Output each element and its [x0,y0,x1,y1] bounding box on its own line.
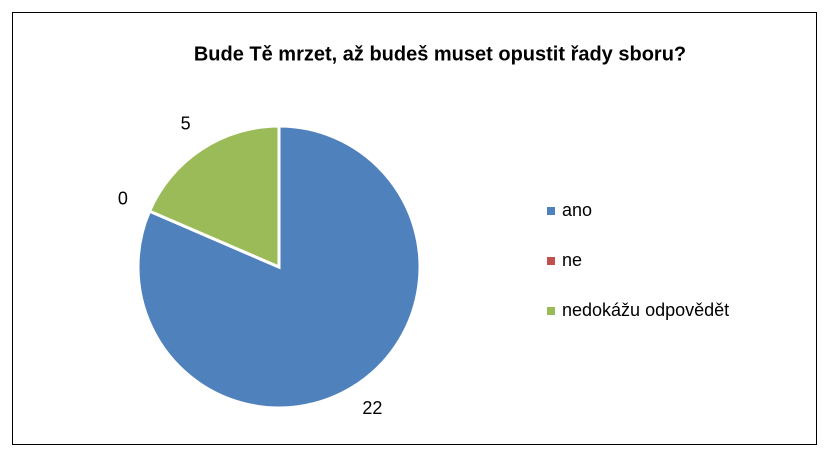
chart-title: Bude Tě mrzet, až budeš muset opustit řa… [194,43,686,65]
data-label: 0 [118,188,128,208]
legend-label: nedokážu odpovědět [562,300,729,320]
legend-label: ne [562,250,582,270]
legend-swatch [547,207,555,215]
data-label: 22 [362,398,382,418]
pie-slice [147,124,281,270]
legend-label: ano [562,200,592,220]
data-label: 5 [181,114,191,134]
legend-swatch [547,257,555,265]
legend-swatch [547,307,555,315]
